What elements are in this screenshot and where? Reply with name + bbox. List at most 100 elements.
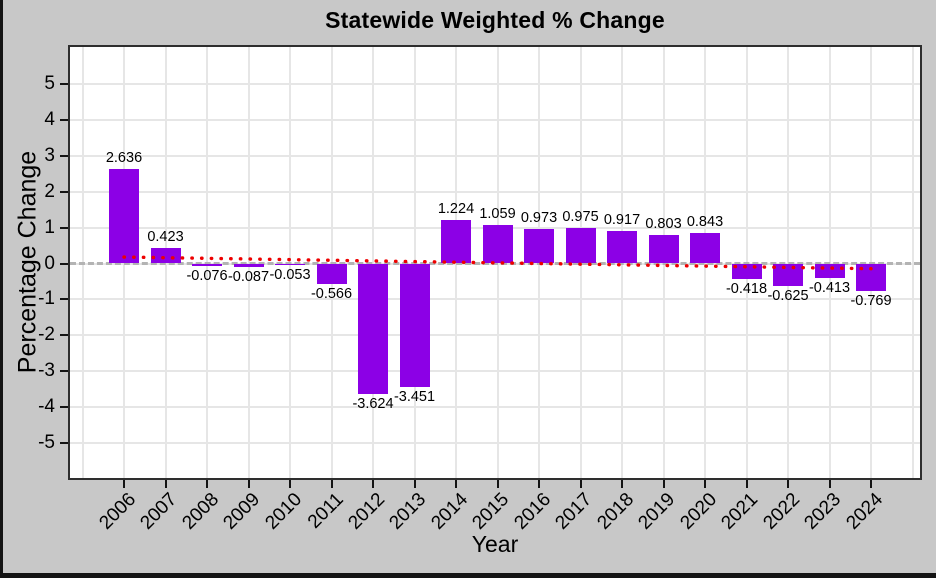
- bar: [441, 219, 471, 264]
- horizontal-gridline: [70, 190, 920, 193]
- x-tick-label: 2021: [717, 489, 763, 534]
- bar: [482, 225, 513, 264]
- x-axis-tick: [247, 480, 250, 488]
- x-axis-tick: [704, 480, 706, 488]
- horizontal-gridline: [70, 83, 920, 85]
- x-tick-label: 2022: [759, 489, 804, 534]
- horizontal-gridline: [70, 298, 920, 301]
- bar-value-label: -0.087: [227, 268, 270, 285]
- y-tick-label: -1: [38, 288, 55, 310]
- x-tick-label: 2015: [468, 489, 514, 534]
- x-tick-label: 2020: [676, 489, 721, 534]
- x-axis-tick: [289, 480, 291, 488]
- x-tick-label: 2009: [219, 489, 265, 534]
- bar-value-label: -0.566: [310, 285, 353, 302]
- bar: [192, 263, 222, 267]
- bar: [150, 248, 181, 264]
- x-axis-tick: [621, 480, 623, 488]
- y-tick-label: 0: [44, 252, 55, 274]
- x-axis-tick: [413, 480, 416, 488]
- y-axis-tick: [60, 190, 68, 193]
- y-axis-tick: [60, 370, 68, 373]
- bar-value-label: -0.418: [725, 280, 768, 297]
- x-tick-label: 2014: [427, 489, 472, 534]
- x-tick-label: 2023: [800, 489, 846, 534]
- horizontal-gridline: [70, 370, 920, 373]
- bar: [316, 263, 347, 284]
- x-tick-label: 2017: [551, 489, 597, 534]
- y-axis-tick: [60, 83, 68, 85]
- y-tick-label: 3: [44, 144, 55, 166]
- y-tick-label: 5: [44, 73, 55, 94]
- bar-value-label: -0.053: [269, 267, 311, 284]
- x-tick-label: 2016: [510, 489, 555, 534]
- y-axis-tick: [60, 118, 68, 121]
- x-tick-label: 2019: [634, 489, 680, 534]
- bar: [399, 263, 430, 388]
- x-tick-label: 2010: [261, 489, 306, 534]
- x-axis-tick: [206, 480, 208, 488]
- x-axis-tick: [372, 480, 374, 488]
- x-axis-tick: [164, 480, 167, 488]
- horizontal-gridline: [70, 406, 920, 409]
- x-tick-label: 2007: [136, 489, 182, 534]
- y-axis-tick: [60, 154, 68, 157]
- plot-area: 2.636 0.423 -0.076 -0.087 -0.053 -0.566 -3.624…: [68, 45, 922, 480]
- horizontal-gridline: [70, 442, 920, 444]
- x-axis-tick: [330, 480, 333, 488]
- x-axis-tick: [496, 480, 499, 488]
- bar-value-label: 1.059: [479, 206, 516, 223]
- horizontal-gridline: [70, 334, 920, 337]
- bar-value-label: -0.769: [850, 293, 892, 310]
- y-axis-tick: [60, 226, 68, 229]
- x-axis-tick: [745, 480, 748, 488]
- bar-value-label: 2.636: [105, 149, 143, 166]
- bar-value-label: 0.973: [520, 209, 558, 226]
- x-tick-label: 2011: [303, 489, 348, 533]
- bar: [690, 233, 720, 264]
- y-tick-label: -4: [38, 396, 55, 418]
- bar-value-label: 0.917: [603, 211, 641, 228]
- bar-value-label: -0.625: [767, 287, 809, 304]
- bar-value-label: -0.413: [808, 280, 851, 297]
- bar-value-label: 0.803: [645, 215, 682, 232]
- bar: [233, 263, 264, 267]
- bar: [358, 263, 388, 394]
- trend-line: [122, 255, 873, 271]
- x-tick-label: 2013: [385, 489, 431, 534]
- bar-value-label: 0.423: [147, 229, 184, 246]
- x-axis-tick: [123, 480, 125, 488]
- y-tick-label: -2: [38, 324, 55, 346]
- x-axis-tick: [538, 480, 540, 488]
- x-tick-label: 2024: [842, 489, 887, 534]
- y-axis-tick: [60, 298, 68, 301]
- bar-value-label: -3.451: [393, 389, 436, 406]
- x-axis-tick: [579, 480, 582, 488]
- bar-value-label: 1.224: [437, 200, 475, 217]
- bar: [275, 263, 305, 266]
- y-tick-label: 4: [44, 108, 55, 130]
- bar: [565, 228, 596, 264]
- bar-value-label: 0.975: [562, 209, 599, 226]
- x-axis-tick: [828, 480, 831, 488]
- bar-value-label: 0.843: [686, 214, 724, 231]
- bar: [109, 168, 139, 264]
- bar: [524, 228, 554, 264]
- y-axis-tick: [60, 334, 68, 337]
- y-axis-tick: [60, 442, 68, 444]
- x-axis-title: Year: [471, 531, 519, 557]
- y-axis-tick: [60, 406, 68, 409]
- y-tick-label: -5: [38, 432, 55, 453]
- x-tick-label: 2018: [593, 489, 638, 534]
- x-tick-label: 2006: [95, 489, 140, 534]
- y-tick-label: 2: [44, 180, 55, 202]
- chart-title: Statewide Weighted % Change: [325, 7, 665, 33]
- x-tick-label: 2012: [344, 489, 389, 534]
- y-tick-label: 1: [44, 216, 55, 238]
- x-axis-tick: [870, 480, 872, 488]
- x-axis-tick: [787, 480, 789, 488]
- x-tick-label: 2008: [178, 489, 223, 534]
- bar: [607, 230, 637, 264]
- x-axis-tick: [455, 480, 457, 488]
